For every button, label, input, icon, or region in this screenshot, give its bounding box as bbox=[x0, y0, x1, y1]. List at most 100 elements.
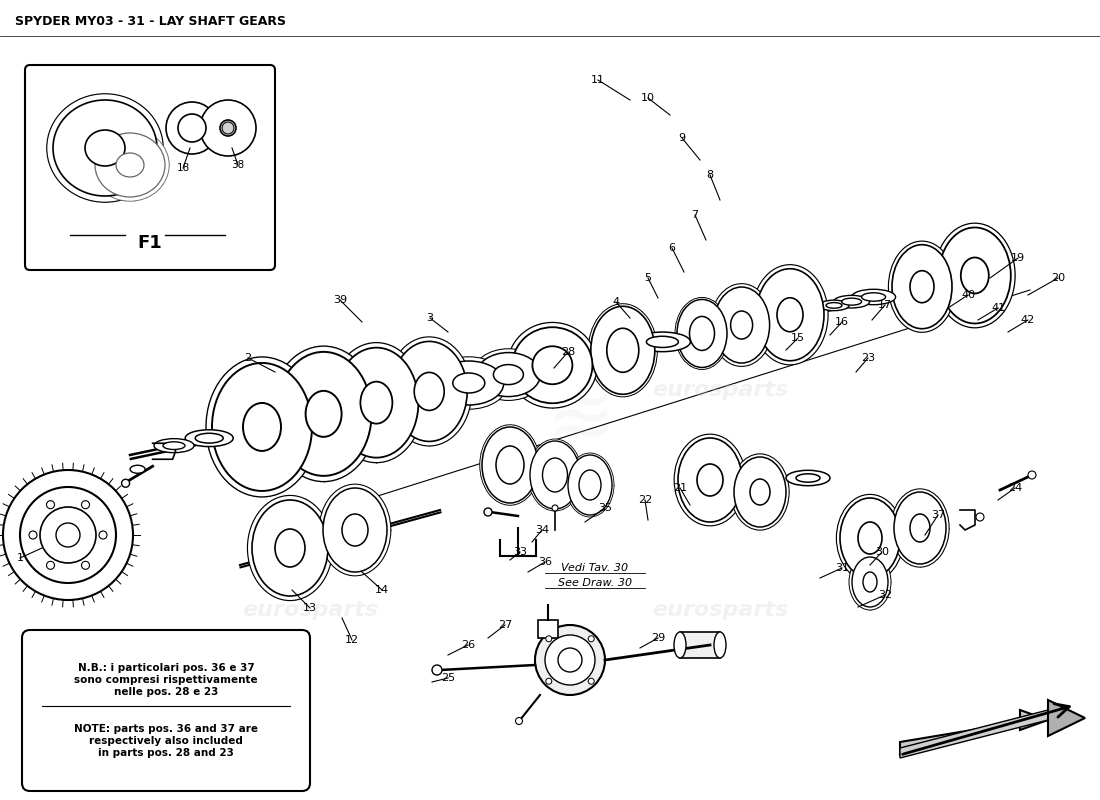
Ellipse shape bbox=[579, 470, 601, 500]
Text: 39: 39 bbox=[333, 295, 348, 305]
Text: 2: 2 bbox=[244, 353, 252, 363]
Ellipse shape bbox=[820, 300, 849, 310]
Ellipse shape bbox=[185, 430, 233, 446]
Circle shape bbox=[546, 678, 552, 684]
Text: 4: 4 bbox=[613, 297, 619, 307]
Ellipse shape bbox=[270, 346, 377, 482]
Ellipse shape bbox=[826, 302, 842, 308]
Text: 40: 40 bbox=[961, 290, 975, 300]
Ellipse shape bbox=[494, 365, 524, 385]
Text: 5: 5 bbox=[645, 273, 651, 283]
Text: 1: 1 bbox=[16, 553, 23, 563]
Circle shape bbox=[588, 636, 594, 642]
Ellipse shape bbox=[306, 391, 342, 437]
Circle shape bbox=[432, 665, 442, 675]
Circle shape bbox=[222, 122, 234, 134]
Ellipse shape bbox=[852, 557, 888, 607]
Text: 30: 30 bbox=[874, 547, 889, 557]
Circle shape bbox=[25, 492, 111, 578]
Ellipse shape bbox=[91, 129, 169, 202]
Ellipse shape bbox=[130, 466, 145, 474]
Circle shape bbox=[122, 479, 130, 487]
Ellipse shape bbox=[542, 458, 568, 492]
Circle shape bbox=[484, 508, 492, 516]
Ellipse shape bbox=[206, 357, 318, 497]
Circle shape bbox=[46, 501, 55, 509]
Circle shape bbox=[20, 487, 115, 583]
Ellipse shape bbox=[116, 153, 144, 177]
Ellipse shape bbox=[473, 349, 544, 401]
Ellipse shape bbox=[195, 434, 223, 443]
Text: 29: 29 bbox=[651, 633, 666, 643]
Ellipse shape bbox=[858, 522, 882, 554]
Text: Vedi Tav. 30: Vedi Tav. 30 bbox=[561, 563, 628, 573]
Text: 38: 38 bbox=[231, 160, 244, 170]
Circle shape bbox=[535, 625, 605, 695]
Text: 17: 17 bbox=[878, 300, 892, 310]
Text: 19: 19 bbox=[1011, 253, 1025, 263]
Ellipse shape bbox=[714, 287, 770, 363]
Text: 41: 41 bbox=[991, 303, 1005, 313]
Ellipse shape bbox=[674, 632, 686, 658]
Text: 21: 21 bbox=[673, 483, 688, 493]
Circle shape bbox=[81, 501, 89, 509]
Text: 14: 14 bbox=[375, 585, 389, 595]
Text: 24: 24 bbox=[1008, 483, 1022, 493]
Bar bbox=[680, 632, 720, 658]
Ellipse shape bbox=[532, 346, 572, 384]
Ellipse shape bbox=[647, 336, 679, 347]
Ellipse shape bbox=[834, 295, 870, 308]
Text: eurosparts: eurosparts bbox=[242, 600, 378, 620]
Ellipse shape bbox=[248, 495, 332, 601]
Text: NOTE: parts pos. 36 and 37 are
respectively also included
in parts pos. 28 and 2: NOTE: parts pos. 36 and 37 are respectiv… bbox=[74, 725, 258, 758]
Text: 6: 6 bbox=[669, 243, 675, 253]
Text: 13: 13 bbox=[302, 603, 317, 613]
Ellipse shape bbox=[513, 327, 593, 403]
Text: 33: 33 bbox=[513, 547, 527, 557]
Ellipse shape bbox=[276, 352, 372, 476]
Ellipse shape bbox=[588, 304, 658, 397]
Polygon shape bbox=[900, 710, 1048, 758]
Ellipse shape bbox=[480, 425, 540, 506]
Text: 10: 10 bbox=[641, 93, 654, 103]
Ellipse shape bbox=[635, 332, 691, 352]
Ellipse shape bbox=[476, 353, 540, 397]
Text: 26: 26 bbox=[461, 640, 475, 650]
Ellipse shape bbox=[697, 464, 723, 496]
Text: 37: 37 bbox=[931, 510, 945, 520]
Ellipse shape bbox=[47, 94, 163, 202]
Ellipse shape bbox=[861, 293, 886, 301]
Text: eurosparts: eurosparts bbox=[652, 600, 788, 620]
Text: ≋: ≋ bbox=[546, 379, 615, 461]
Ellipse shape bbox=[889, 241, 956, 332]
Circle shape bbox=[45, 512, 91, 558]
Ellipse shape bbox=[430, 357, 508, 410]
Text: 34: 34 bbox=[535, 525, 549, 535]
Ellipse shape bbox=[786, 470, 830, 486]
Ellipse shape bbox=[275, 529, 305, 567]
Text: SPYDER MY03 - 31 - LAY SHAFT GEARS: SPYDER MY03 - 31 - LAY SHAFT GEARS bbox=[15, 15, 286, 28]
Text: 16: 16 bbox=[835, 317, 849, 327]
Polygon shape bbox=[1048, 700, 1085, 736]
Ellipse shape bbox=[935, 223, 1015, 328]
Text: 18: 18 bbox=[176, 163, 189, 173]
Circle shape bbox=[558, 648, 582, 672]
Text: 15: 15 bbox=[791, 333, 805, 343]
Circle shape bbox=[29, 531, 37, 539]
Circle shape bbox=[178, 114, 206, 142]
Ellipse shape bbox=[95, 133, 165, 197]
Ellipse shape bbox=[690, 317, 715, 350]
Circle shape bbox=[56, 523, 80, 547]
Ellipse shape bbox=[386, 337, 472, 446]
Text: 7: 7 bbox=[692, 210, 698, 220]
Ellipse shape bbox=[836, 494, 903, 582]
Ellipse shape bbox=[730, 454, 789, 530]
Text: 31: 31 bbox=[835, 563, 849, 573]
Ellipse shape bbox=[864, 572, 877, 592]
Ellipse shape bbox=[891, 489, 949, 567]
Ellipse shape bbox=[678, 438, 743, 522]
Ellipse shape bbox=[711, 284, 773, 366]
Circle shape bbox=[200, 100, 256, 156]
Ellipse shape bbox=[675, 298, 729, 370]
Polygon shape bbox=[900, 710, 1048, 755]
